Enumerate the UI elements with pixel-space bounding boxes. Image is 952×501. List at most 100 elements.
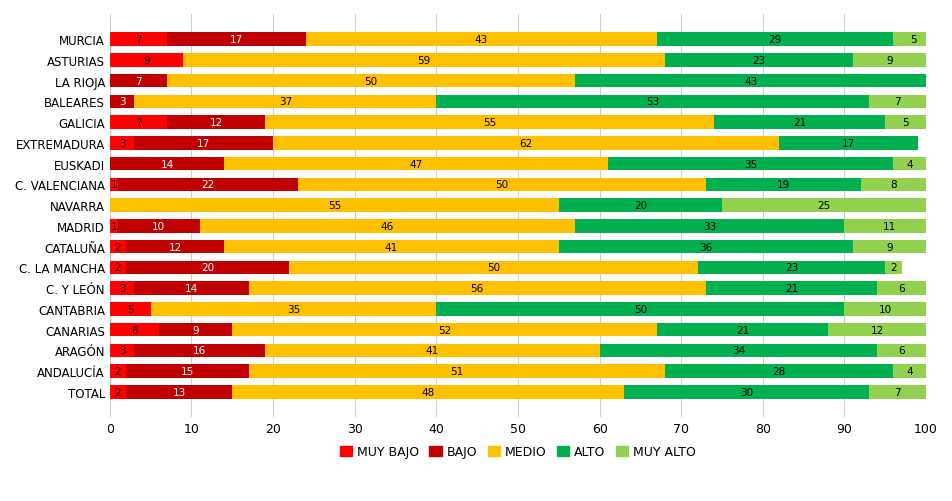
Bar <box>167 75 574 88</box>
Bar <box>574 75 925 88</box>
Text: 3: 3 <box>119 97 126 107</box>
Bar <box>134 344 265 357</box>
Bar <box>150 303 436 316</box>
Text: 2: 2 <box>114 263 121 273</box>
Text: 3: 3 <box>119 284 126 294</box>
Bar <box>126 365 248 378</box>
Bar <box>134 95 436 109</box>
Text: 6: 6 <box>898 284 904 294</box>
Bar <box>656 33 892 47</box>
Text: 53: 53 <box>645 97 659 107</box>
Bar <box>224 240 558 254</box>
Bar <box>109 219 118 233</box>
Bar <box>436 95 868 109</box>
Bar <box>109 116 167 130</box>
Text: 55: 55 <box>483 118 495 128</box>
Text: 47: 47 <box>408 159 422 169</box>
Bar <box>704 178 860 192</box>
Bar <box>265 344 599 357</box>
Text: 3: 3 <box>119 139 126 148</box>
Bar <box>704 282 876 295</box>
Bar <box>109 303 150 316</box>
Bar <box>232 385 624 399</box>
Text: 17: 17 <box>197 139 210 148</box>
Bar <box>558 240 852 254</box>
Text: 28: 28 <box>772 366 785 376</box>
Bar <box>109 240 126 254</box>
Bar <box>306 33 656 47</box>
Bar <box>852 240 925 254</box>
Bar <box>232 323 656 337</box>
Text: 19: 19 <box>776 180 789 190</box>
Text: 50: 50 <box>486 263 500 273</box>
Text: 7: 7 <box>893 97 900 107</box>
Text: 2: 2 <box>114 242 121 252</box>
Text: 17: 17 <box>841 139 854 148</box>
Text: 50: 50 <box>494 180 507 190</box>
Text: 10: 10 <box>878 304 891 314</box>
Text: 2: 2 <box>114 387 121 397</box>
Bar <box>876 344 925 357</box>
Text: 22: 22 <box>201 180 214 190</box>
Text: 12: 12 <box>869 325 883 335</box>
Text: 9: 9 <box>885 56 892 66</box>
Bar <box>248 282 704 295</box>
Bar <box>558 199 722 212</box>
Bar <box>697 261 884 275</box>
Bar <box>183 54 664 68</box>
Bar <box>167 116 265 130</box>
Bar <box>109 157 224 171</box>
Text: 62: 62 <box>519 139 532 148</box>
Bar <box>159 323 232 337</box>
Text: 10: 10 <box>152 221 166 231</box>
Bar <box>289 261 697 275</box>
Bar <box>722 199 925 212</box>
Text: 5: 5 <box>902 118 908 128</box>
Bar <box>224 157 607 171</box>
Bar <box>436 303 843 316</box>
Bar <box>109 282 134 295</box>
Text: 17: 17 <box>229 35 243 45</box>
Text: 11: 11 <box>882 221 895 231</box>
Text: 4: 4 <box>905 159 912 169</box>
Bar <box>624 385 868 399</box>
Bar <box>827 323 925 337</box>
Text: 5: 5 <box>909 35 916 45</box>
Bar <box>118 219 199 233</box>
Bar <box>884 261 901 275</box>
Text: 50: 50 <box>633 304 646 314</box>
Bar <box>664 365 892 378</box>
Text: 20: 20 <box>201 263 214 273</box>
Text: 21: 21 <box>783 284 797 294</box>
Text: 29: 29 <box>767 35 781 45</box>
Text: 14: 14 <box>160 159 173 169</box>
Text: 51: 51 <box>449 366 463 376</box>
Bar <box>109 95 134 109</box>
Text: 12: 12 <box>209 118 223 128</box>
Text: 23: 23 <box>751 56 764 66</box>
Text: 7: 7 <box>135 77 142 86</box>
Text: 37: 37 <box>278 97 291 107</box>
Bar <box>868 385 925 399</box>
Bar <box>109 137 134 150</box>
Bar <box>126 240 224 254</box>
Bar <box>167 33 306 47</box>
Text: 21: 21 <box>792 118 805 128</box>
Text: 7: 7 <box>893 387 900 397</box>
Text: 34: 34 <box>731 346 744 356</box>
Text: 9: 9 <box>192 325 199 335</box>
Text: 15: 15 <box>181 366 194 376</box>
Bar <box>843 219 933 233</box>
Text: 56: 56 <box>470 284 484 294</box>
Bar <box>109 199 558 212</box>
Bar <box>109 365 126 378</box>
Text: 5: 5 <box>127 304 133 314</box>
Text: 3: 3 <box>119 346 126 356</box>
Text: 55: 55 <box>327 201 341 210</box>
Text: 41: 41 <box>426 346 439 356</box>
Text: 9: 9 <box>143 56 149 66</box>
Bar <box>607 157 892 171</box>
Bar <box>892 157 925 171</box>
Text: 6: 6 <box>130 325 137 335</box>
Bar <box>109 54 183 68</box>
